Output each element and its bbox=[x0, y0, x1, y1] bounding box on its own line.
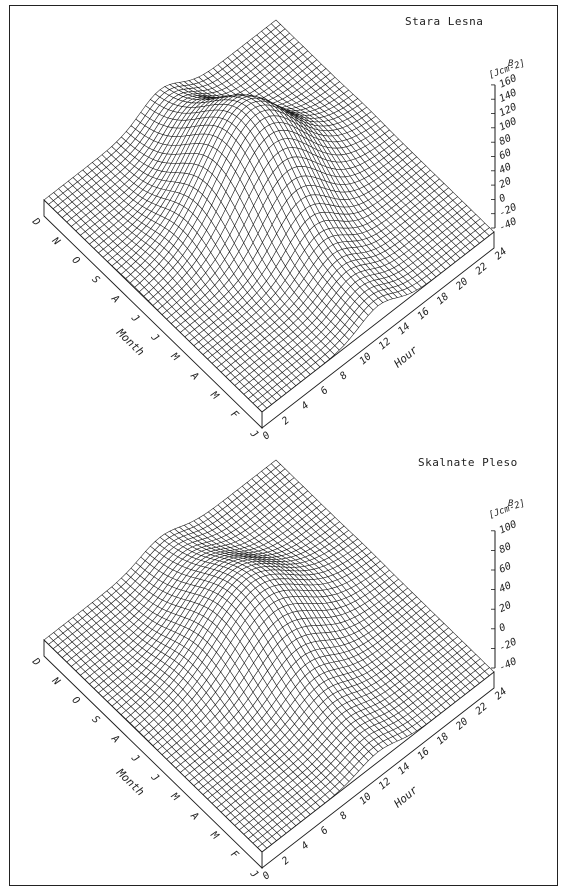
month-axis-label: Month bbox=[113, 326, 147, 359]
z-tick-label: -20 bbox=[498, 202, 519, 220]
month-tick-label: J bbox=[128, 752, 141, 765]
z-tick-label: 20 bbox=[498, 176, 514, 191]
hour-tick-label: 18 bbox=[435, 731, 451, 747]
hour-tick-label: 6 bbox=[319, 385, 331, 397]
panel-title: Skalnate Pleso bbox=[418, 456, 518, 469]
hour-tick-label: 6 bbox=[319, 825, 331, 837]
hour-tick-label: 0 bbox=[261, 430, 273, 442]
hour-tick-label: 2 bbox=[280, 415, 292, 427]
month-tick-label: N bbox=[49, 235, 62, 248]
month-tick-label: J bbox=[148, 331, 161, 344]
z-tick-label: 40 bbox=[498, 580, 514, 595]
z-tick-label: 60 bbox=[498, 561, 514, 576]
month-tick-label: O bbox=[70, 255, 82, 267]
month-tick-label: A bbox=[108, 733, 121, 746]
z-tick-label: 80 bbox=[498, 541, 514, 556]
z-tick-label: 40 bbox=[498, 161, 514, 176]
z-tick-label: 100 bbox=[498, 519, 519, 537]
surface-mesh bbox=[43, 459, 495, 853]
month-tick-label: S bbox=[89, 714, 101, 726]
hour-tick-label: 12 bbox=[377, 776, 393, 792]
hour-tick-label: 24 bbox=[493, 246, 509, 262]
month-tick-label: M bbox=[208, 829, 221, 842]
month-axis-label: Month bbox=[113, 766, 147, 799]
hour-axis-label: Hour bbox=[391, 783, 421, 811]
hour-tick-label: 14 bbox=[396, 761, 412, 777]
month-tick-label: D bbox=[29, 656, 42, 669]
z-axis-label: B bbox=[508, 59, 514, 69]
month-tick-label: J bbox=[128, 312, 141, 325]
z-tick-label: -20 bbox=[498, 637, 519, 655]
hour-tick-label: 18 bbox=[435, 291, 451, 307]
month-tick-label: M bbox=[168, 790, 181, 803]
hour-tick-label: 20 bbox=[454, 716, 470, 732]
hour-tick-label: 24 bbox=[493, 686, 509, 702]
z-tick-label: 140 bbox=[498, 87, 519, 105]
hour-tick-label: 10 bbox=[358, 351, 374, 367]
base-month-side bbox=[43, 198, 263, 430]
panel-stara-lesna: Stara Lesna 024681012141618202224HourJFM… bbox=[29, 15, 526, 442]
month-tick-label: F bbox=[228, 409, 241, 422]
hour-tick-label: 4 bbox=[300, 400, 312, 412]
base-slab bbox=[43, 198, 495, 430]
hour-axis-label: Hour bbox=[391, 343, 421, 371]
hour-tick-label: 4 bbox=[300, 840, 312, 852]
month-tick-label: F bbox=[228, 849, 241, 862]
surface-mesh bbox=[43, 19, 495, 413]
month-tick-label: A bbox=[108, 293, 121, 306]
hour-tick-label: 14 bbox=[396, 321, 412, 337]
month-tick-label: O bbox=[70, 695, 82, 707]
hour-tick-label: 22 bbox=[474, 261, 490, 277]
month-tick-label: D bbox=[29, 216, 42, 229]
z-tick-label: -40 bbox=[498, 216, 519, 234]
z-tick-label: 60 bbox=[498, 147, 514, 162]
hour-tick-label: 2 bbox=[280, 855, 292, 867]
z-tick-label: 0 bbox=[498, 622, 508, 635]
hour-tick-label: 0 bbox=[261, 870, 273, 882]
hour-tick-label: 10 bbox=[358, 791, 374, 807]
z-tick-label: 20 bbox=[498, 600, 514, 615]
hour-tick-label: 22 bbox=[474, 701, 490, 717]
hour-tick-label: 8 bbox=[338, 810, 350, 822]
month-tick-label: J bbox=[247, 428, 260, 441]
hour-tick-label: 8 bbox=[338, 370, 350, 382]
panel-skalnate-pleso: Skalnate Pleso 024681012141618202224Hour… bbox=[29, 456, 526, 882]
month-tick-label: J bbox=[148, 771, 161, 784]
figure-frame bbox=[9, 5, 558, 886]
month-tick-label: M bbox=[208, 389, 221, 402]
hour-tick-label: 16 bbox=[416, 746, 432, 762]
month-tick-label: A bbox=[188, 370, 201, 383]
panel-title: Stara Lesna bbox=[405, 15, 483, 28]
z-tick-label: 100 bbox=[498, 116, 519, 134]
month-tick-label: N bbox=[49, 675, 62, 688]
month-tick-label: S bbox=[89, 274, 101, 286]
z-tick-label: 80 bbox=[498, 133, 514, 148]
month-tick-label: A bbox=[188, 810, 201, 823]
month-tick-label: J bbox=[247, 868, 260, 881]
month-tick-label: M bbox=[168, 350, 181, 363]
hour-tick-label: 20 bbox=[454, 276, 470, 292]
hour-tick-label: 16 bbox=[416, 306, 432, 322]
hour-tick-label: 12 bbox=[377, 336, 393, 352]
z-tick-label: -40 bbox=[498, 656, 519, 674]
z-tick-label: 120 bbox=[498, 102, 519, 120]
z-tick-label: 0 bbox=[498, 193, 508, 206]
